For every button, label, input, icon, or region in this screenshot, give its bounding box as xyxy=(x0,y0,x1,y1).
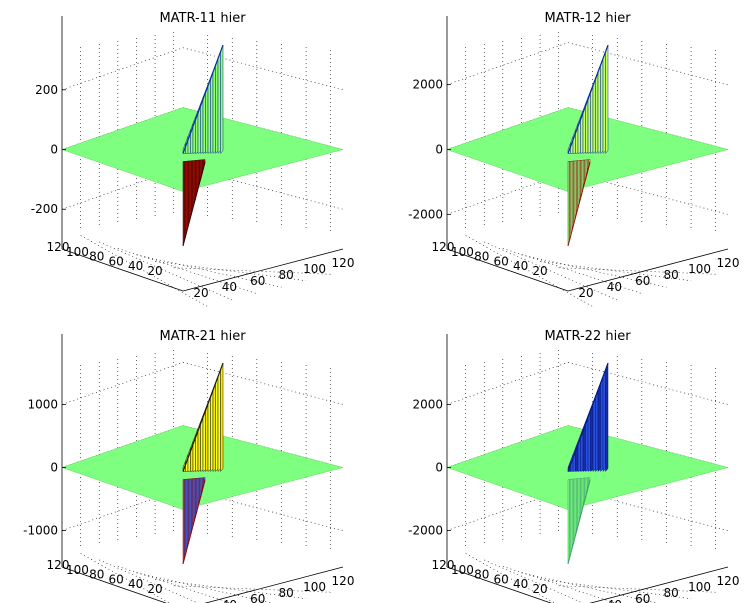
x-tick-label: 120 xyxy=(717,256,740,270)
x-tick-label: 40 xyxy=(607,598,622,603)
chart-title: MATR-11 hier xyxy=(159,11,246,26)
y-tick-label: 120 xyxy=(47,240,70,254)
x-tick-label: 20 xyxy=(193,286,208,300)
y-axis xyxy=(446,248,569,292)
y-tick-label: 20 xyxy=(532,582,547,596)
chart-title: MATR-22 hier xyxy=(544,329,631,344)
y-tick-label: 100 xyxy=(451,245,474,259)
z-tick-label: 0 xyxy=(50,143,58,157)
y-tick-label: 120 xyxy=(432,558,455,572)
surface-ridge xyxy=(567,44,609,247)
z-tick-labels: 2000 0 -2000 xyxy=(408,397,451,538)
y-tick-label: 40 xyxy=(513,577,528,591)
y-tick-label: 40 xyxy=(128,259,143,273)
x-axis xyxy=(567,248,729,292)
y-tick-label: 120 xyxy=(47,558,70,572)
x-axis xyxy=(182,248,344,292)
x-tick-label: 80 xyxy=(664,586,679,600)
z-tick-label: 200 xyxy=(35,83,58,97)
x-tick-label: 80 xyxy=(279,586,294,600)
y-tick-label: 80 xyxy=(474,568,489,582)
y-tick-label: 60 xyxy=(494,254,509,268)
chart-title: MATR-12 hier xyxy=(544,11,631,26)
x-tick-label: 60 xyxy=(635,274,650,288)
x-tick-label: 20 xyxy=(578,286,593,300)
surface-ridge xyxy=(567,362,609,565)
y-tick-label: 20 xyxy=(147,582,162,596)
x-tick-label: 60 xyxy=(250,274,265,288)
x-tick-label: 100 xyxy=(688,580,711,594)
z-tick-label: 0 xyxy=(435,461,443,475)
x-tick-label: 80 xyxy=(664,268,679,282)
x-tick-labels: 20 40 60 80 100 120 xyxy=(578,256,739,300)
chart-title: MATR-21 hier xyxy=(159,329,246,344)
y-axis xyxy=(61,566,167,603)
z-tick-label: 0 xyxy=(50,461,58,475)
x-tick-label: 80 xyxy=(279,268,294,282)
y-tick-label: 80 xyxy=(89,250,104,264)
z-tick-label: -2000 xyxy=(408,207,443,221)
z-tick-label: 2000 xyxy=(412,78,443,92)
x-tick-label: 120 xyxy=(332,256,355,270)
z-tick-labels: 2000 0 -2000 xyxy=(408,78,451,221)
x-tick-label: 120 xyxy=(332,574,355,588)
y-axis xyxy=(446,566,552,603)
y-tick-label: 40 xyxy=(513,259,528,273)
x-tick-label: 40 xyxy=(222,280,237,294)
y-tick-label: 60 xyxy=(109,254,124,268)
z-tick-label: -2000 xyxy=(408,524,443,538)
y-tick-label: 100 xyxy=(66,245,89,259)
y-tick-label: 20 xyxy=(532,264,547,278)
z-tick-label: -1000 xyxy=(23,524,58,538)
surface-ridge xyxy=(182,44,224,247)
z-tick-labels: 1000 0 -1000 xyxy=(23,397,66,538)
y-tick-label: 40 xyxy=(128,577,143,591)
x-tick-label: 60 xyxy=(635,592,650,603)
x-tick-label: 100 xyxy=(303,262,326,276)
surface-ridge xyxy=(182,362,224,565)
y-axis xyxy=(61,248,184,292)
z-tick-label: 0 xyxy=(435,143,443,157)
x-tick-labels: 20 40 60 80 100 120 xyxy=(193,256,354,300)
y-tick-label: 120 xyxy=(432,240,455,254)
y-tick-label: 100 xyxy=(451,563,474,577)
z-tick-label: 1000 xyxy=(27,397,58,411)
y-tick-label: 60 xyxy=(109,572,124,586)
y-tick-label: 20 xyxy=(147,264,162,278)
y-tick-label: 80 xyxy=(89,568,104,582)
y-tick-label: 100 xyxy=(66,563,89,577)
y-tick-label: 80 xyxy=(474,250,489,264)
x-tick-label: 60 xyxy=(250,592,265,603)
x-tick-label: 100 xyxy=(303,580,326,594)
x-tick-label: 40 xyxy=(607,280,622,294)
x-tick-label: 100 xyxy=(688,262,711,276)
x-tick-label: 120 xyxy=(717,574,740,588)
z-tick-label: -200 xyxy=(31,202,58,216)
x-axis xyxy=(589,566,729,603)
x-tick-label: 40 xyxy=(222,598,237,603)
x-axis xyxy=(204,566,344,603)
y-tick-label: 60 xyxy=(494,572,509,586)
z-tick-label: 2000 xyxy=(412,397,443,411)
z-tick-labels: 200 0 -200 xyxy=(31,83,66,216)
